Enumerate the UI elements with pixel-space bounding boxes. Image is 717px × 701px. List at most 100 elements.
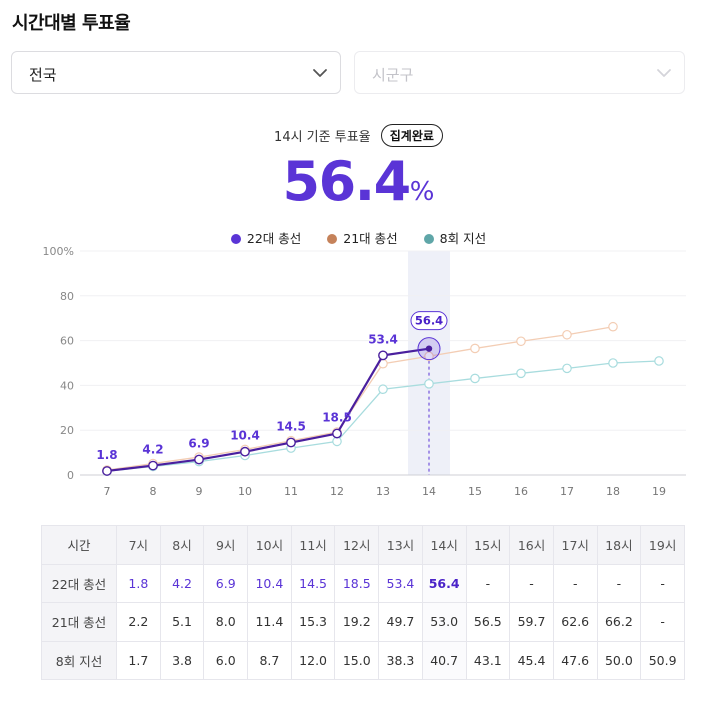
table-cell: 15.3 [290, 602, 336, 642]
table-cell: 8.0 [203, 602, 249, 642]
data-label: 10.4 [230, 429, 260, 443]
table-cell: 62.6 [552, 602, 598, 642]
x-tick-label: 10 [238, 485, 252, 498]
data-point [378, 350, 388, 361]
table-header-cell: 18시 [596, 525, 642, 565]
x-tick-label: 13 [376, 485, 390, 498]
table-header-cell: 7시 [116, 525, 161, 565]
data-point [148, 460, 158, 471]
current-point [425, 345, 433, 352]
table-cell: 19.2 [334, 602, 380, 642]
table-cell: 53.0 [421, 602, 467, 642]
current-value-pill [410, 311, 448, 331]
table-cell: - [509, 563, 554, 603]
table-cell: 6.0 [203, 640, 249, 680]
table-cell: 12.0 [290, 640, 336, 680]
data-point [332, 428, 342, 439]
data-label: 1.8 [96, 448, 117, 462]
row-label: 8회 지선 [41, 640, 117, 680]
series-line-2 [106, 360, 660, 472]
data-point [608, 358, 618, 368]
table-cell: 3.8 [159, 640, 205, 680]
table-cell: 56.5 [465, 602, 511, 642]
table-cell: 56.4 [421, 563, 467, 603]
legend-item-22: 22대 총선 [230, 228, 302, 247]
table-header-cell: 10시 [247, 525, 292, 565]
table-header-cell: 19시 [640, 525, 685, 565]
legend-label-21: 21대 총선 [343, 231, 398, 246]
legend-label-22: 22대 총선 [246, 231, 302, 246]
data-point [424, 351, 434, 362]
data-point [562, 329, 572, 340]
legend-label-8: 8회 지선 [439, 231, 487, 246]
table-cell: - [640, 602, 685, 642]
legend-dot-22 [230, 234, 241, 244]
data-point [516, 336, 526, 347]
summary-label: 14시 기준 투표율 [274, 130, 371, 145]
table-cell: 50.0 [596, 640, 642, 680]
y-tick-label: 40 [60, 379, 74, 392]
table-header-cell: 12시 [334, 525, 380, 565]
data-point [470, 343, 480, 354]
table-cell: 43.1 [465, 640, 511, 680]
x-tick-label: 9 [196, 485, 203, 498]
table-header-cell: 17시 [552, 525, 598, 565]
table-header-cell: 15시 [465, 525, 511, 565]
status-badge: 집계완료 [380, 124, 443, 147]
table-cell: 45.4 [509, 640, 554, 680]
data-point [102, 466, 112, 476]
turnout-unit: % [409, 177, 435, 207]
data-point [424, 379, 434, 389]
y-tick-label: 100% [43, 245, 74, 258]
y-tick-label: 0 [67, 469, 74, 482]
chevron-down-icon [313, 69, 327, 77]
data-point [470, 373, 480, 384]
row-label: 22대 총선 [41, 563, 117, 603]
table-header-row: 시간 7시 8시 9시 10시 11시 12시 13시 14시 15시 16시 17시 18시 19시 [41, 525, 685, 565]
data-label: 18.5 [322, 411, 352, 425]
data-label: 6.9 [188, 437, 209, 451]
table-cell: 10.4 [247, 563, 292, 603]
table-cell: 18.5 [334, 563, 380, 603]
series-line-0 [106, 347, 430, 473]
data-point [332, 436, 342, 447]
table-cell: 50.9 [640, 640, 685, 680]
data-point [286, 437, 296, 448]
x-tick-label: 8 [150, 485, 157, 498]
turnout-line-chart: 0 20 40 60 80 100% 7 8 9 10 11 12 13 14 15 16 17 18 19 1.8 4… [43, 245, 686, 498]
table-header-label: 시간 [41, 525, 117, 565]
y-tick-label: 80 [60, 290, 74, 303]
chart-legend: 22대 총선 21대 총선 8회 지선 [0, 228, 717, 247]
table-cell: 38.3 [378, 640, 423, 680]
district-select-placeholder: 시군구 [372, 66, 414, 84]
table-header-cell: 13시 [378, 525, 423, 565]
table-cell: 4.2 [159, 563, 205, 603]
table-cell: 14.5 [290, 563, 336, 603]
x-tick-label: 12 [330, 485, 344, 498]
table-header-cell: 16시 [509, 525, 554, 565]
data-point [608, 321, 618, 332]
table-cell: - [596, 563, 642, 603]
region-select-value: 전국 [29, 66, 57, 84]
data-point [654, 356, 664, 366]
data-point [516, 368, 526, 379]
turnout-number: 56.4 [282, 150, 412, 213]
x-tick-label: 14 [422, 485, 436, 498]
table-header-cell: 8시 [159, 525, 205, 565]
table-row: 21대 총선 2.2 5.1 8.0 11.4 15.3 19.2 49.7 53.0 56.5 5… [41, 602, 685, 642]
region-select[interactable]: 전국 [11, 51, 341, 94]
table-header-cell: 9시 [203, 525, 249, 565]
table-row: 8회 지선 1.7 3.8 6.0 8.7 12.0 15.0 38.3 40.7 43.1 45.… [41, 640, 685, 680]
x-tick-label: 16 [514, 485, 528, 498]
data-label: 14.5 [276, 420, 306, 434]
table-header-cell: 11시 [290, 525, 336, 565]
x-tick-label: 19 [652, 485, 666, 498]
data-label: 4.2 [142, 443, 163, 457]
x-tick-label: 15 [468, 485, 482, 498]
table-cell: - [552, 563, 598, 603]
table-header-cell: 14시 [421, 525, 467, 565]
district-select[interactable]: 시군구 [354, 51, 685, 94]
legend-item-21: 21대 총선 [327, 228, 398, 247]
table-cell: 59.7 [509, 602, 554, 642]
table-cell: 40.7 [421, 640, 467, 680]
